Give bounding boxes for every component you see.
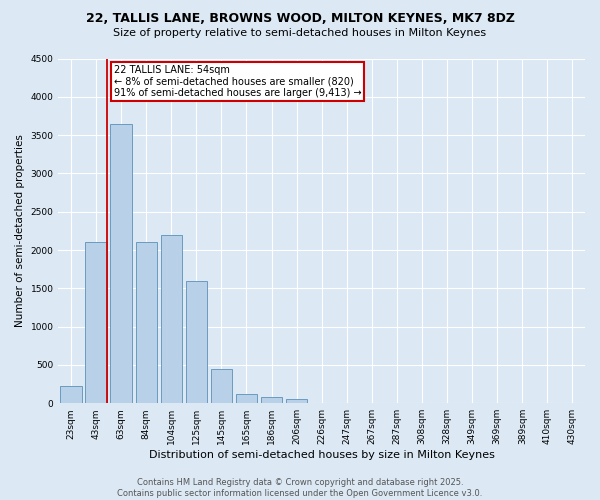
Bar (161, 234, 182, 403)
Bar (236, 394, 257, 403)
X-axis label: Distribution of semi-detached houses by size in Milton Keynes: Distribution of semi-detached houses by … (149, 450, 494, 460)
Bar (211, 368, 232, 403)
Text: 22, TALLIS LANE, BROWNS WOOD, MILTON KEYNES, MK7 8DZ: 22, TALLIS LANE, BROWNS WOOD, MILTON KEY… (86, 12, 515, 26)
Text: 22 TALLIS LANE: 54sqm
← 8% of semi-detached houses are smaller (820)
91% of semi: 22 TALLIS LANE: 54sqm ← 8% of semi-detac… (113, 64, 361, 98)
Bar (110, 124, 132, 403)
Bar (286, 400, 307, 403)
Bar (60, 386, 82, 403)
Bar (185, 280, 207, 403)
Bar (136, 242, 157, 403)
Text: Contains HM Land Registry data © Crown copyright and database right 2025.
Contai: Contains HM Land Registry data © Crown c… (118, 478, 482, 498)
Bar (85, 242, 107, 403)
Text: Size of property relative to semi-detached houses in Milton Keynes: Size of property relative to semi-detach… (113, 28, 487, 38)
Y-axis label: Number of semi-detached properties: Number of semi-detached properties (15, 134, 25, 328)
Bar (261, 397, 282, 403)
